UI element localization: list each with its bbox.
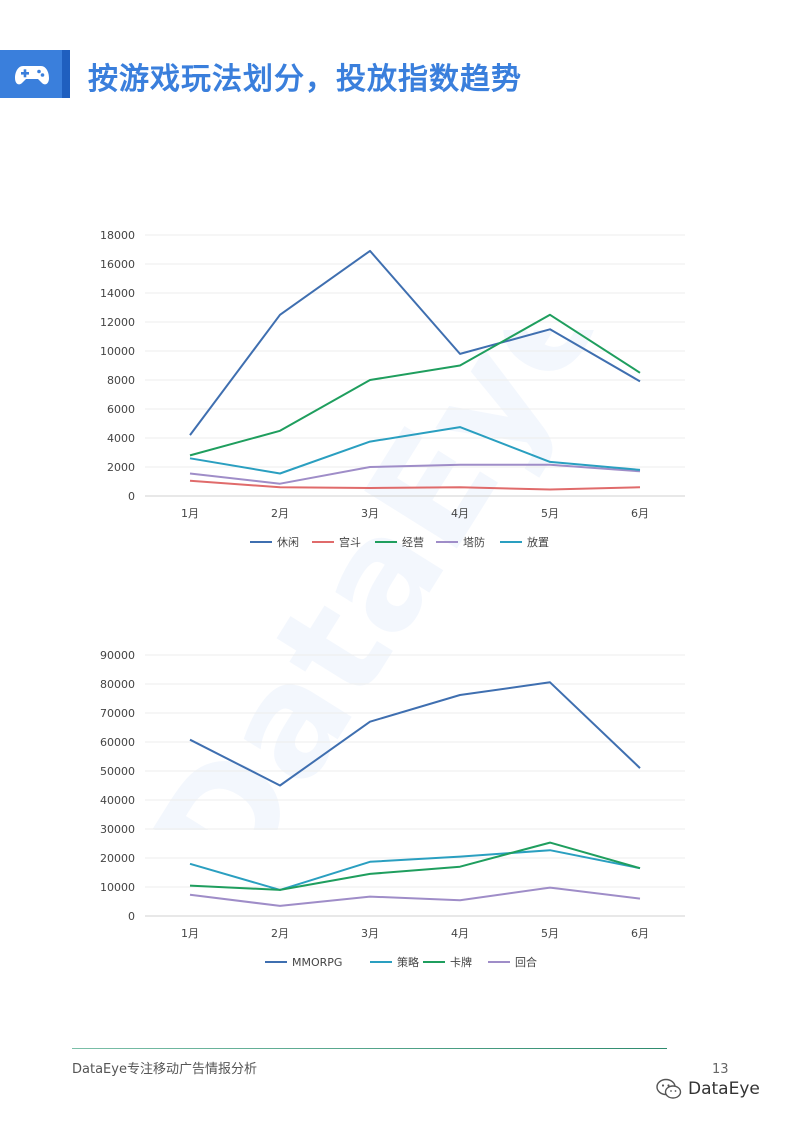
y-tick-label: 70000: [100, 707, 135, 720]
series-line: [189, 249, 641, 436]
x-tick-label: 1月: [181, 507, 199, 520]
series-line: [189, 479, 641, 491]
y-tick-label: 14000: [100, 287, 135, 300]
page-title: 按游戏玩法划分，投放指数趋势: [88, 62, 522, 97]
brand-logo: DataEye: [656, 1076, 760, 1102]
x-tick-label: 4月: [451, 507, 469, 520]
y-tick-label: 12000: [100, 316, 135, 329]
x-tick-label: 5月: [541, 507, 559, 520]
y-tick-label: 10000: [100, 345, 135, 358]
y-tick-label: 6000: [107, 403, 135, 416]
page-number: 13: [712, 1062, 729, 1077]
y-tick-label: 10000: [100, 881, 135, 894]
x-tick-label: 6月: [631, 507, 649, 520]
legend-label: 塔防: [463, 535, 485, 549]
y-tick-label: 90000: [100, 649, 135, 662]
chart-core-genres: 0 10000 20000 30000 40000 50000 60000 70000 8000…: [100, 649, 685, 969]
y-tick-label: 40000: [100, 794, 135, 807]
legend-label: 策略: [397, 955, 419, 969]
legend-label: MMORPG: [292, 956, 342, 969]
y-tick-label: 8000: [107, 374, 135, 387]
x-tick-label: 3月: [361, 507, 379, 520]
series-line: [189, 841, 641, 891]
series-line: [189, 681, 641, 787]
x-tick-label: 5月: [541, 927, 559, 940]
footer-tagline: DataEye专注移动广告情报分析: [72, 1062, 257, 1077]
legend-label: 卡牌: [450, 955, 472, 969]
x-tick-label: 3月: [361, 927, 379, 940]
legend-label: 休闲: [277, 535, 299, 549]
y-tick-label: 30000: [100, 823, 135, 836]
legend-label: 经营: [402, 535, 424, 549]
x-tick-label: 2月: [271, 927, 289, 940]
x-tick-label: 6月: [631, 927, 649, 940]
x-tick-label: 4月: [451, 927, 469, 940]
y-tick-label: 20000: [100, 852, 135, 865]
series-line: [189, 886, 641, 907]
y-tick-label: 0: [128, 910, 135, 923]
y-tick-label: 0: [128, 490, 135, 503]
y-tick-label: 16000: [100, 258, 135, 271]
series-line: [189, 463, 641, 485]
chart-casual-genres: 0 2000 4000 6000 8000 10000 12000 14000 16000 180…: [100, 229, 685, 549]
y-tick-label: 60000: [100, 736, 135, 749]
series-line: [189, 313, 641, 457]
x-tick-label: 2月: [271, 507, 289, 520]
y-tick-label: 18000: [100, 229, 135, 242]
footer-divider: [72, 1048, 667, 1049]
legend-label: 宫斗: [339, 535, 361, 549]
y-tick-label: 80000: [100, 678, 135, 691]
wechat-icon: [656, 1078, 682, 1099]
brand-name: DataEye: [688, 1079, 760, 1099]
x-tick-label: 1月: [181, 927, 199, 940]
gamepad-icon: [15, 66, 49, 85]
y-tick-label: 4000: [107, 432, 135, 445]
y-tick-label: 2000: [107, 461, 135, 474]
legend-label: 放置: [527, 535, 549, 549]
header-accent: [62, 50, 70, 98]
y-tick-label: 50000: [100, 765, 135, 778]
series-line: [189, 849, 641, 891]
legend-label: 回合: [515, 955, 537, 969]
series-line: [189, 426, 641, 475]
